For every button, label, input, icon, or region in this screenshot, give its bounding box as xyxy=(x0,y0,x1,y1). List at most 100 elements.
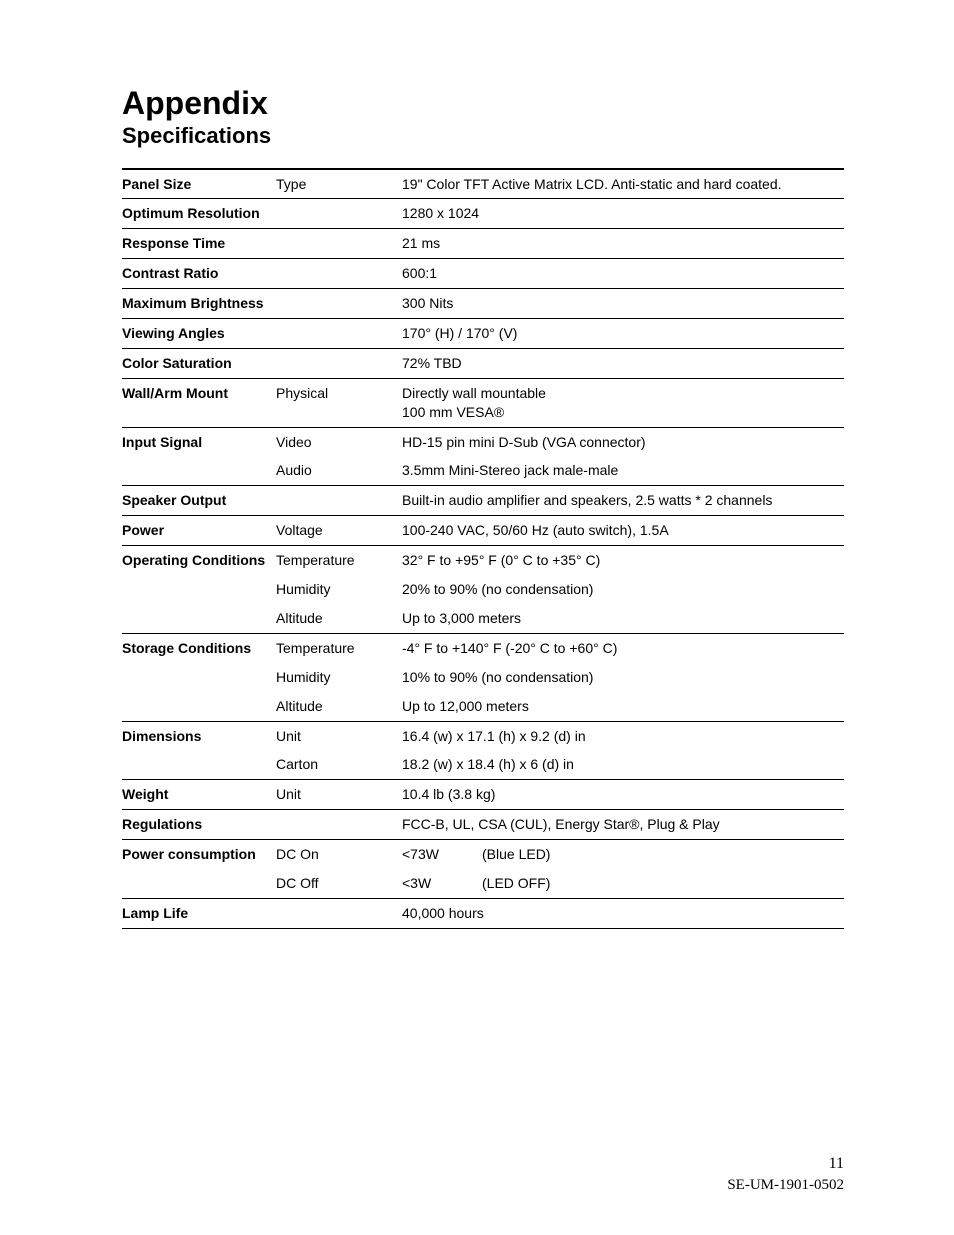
table-row: Humidity20% to 90% (no condensation) xyxy=(122,575,844,604)
spec-sublabel: DC Off xyxy=(276,869,402,898)
spec-label: Maximum Brightness xyxy=(122,289,276,319)
spec-label: Wall/Arm Mount xyxy=(122,378,276,427)
table-row: Wall/Arm MountPhysicalDirectly wall moun… xyxy=(122,378,844,427)
spec-value: Directly wall mountable100 mm VESA® xyxy=(402,378,844,427)
spec-value: <3W(LED OFF) xyxy=(402,869,844,898)
table-row: Audio3.5mm Mini-Stereo jack male-male xyxy=(122,456,844,485)
table-row: AltitudeUp to 3,000 meters xyxy=(122,604,844,633)
spec-value: 21 ms xyxy=(402,229,844,259)
spec-label: Viewing Angles xyxy=(122,319,276,349)
specifications-table: Panel SizeType19" Color TFT Active Matri… xyxy=(122,168,844,929)
table-row: Operating ConditionsTemperature32° F to … xyxy=(122,546,844,575)
spec-value: Built-in audio amplifier and speakers, 2… xyxy=(402,486,844,516)
document-number: SE-UM-1901-0502 xyxy=(727,1175,844,1195)
spec-value-a: <3W xyxy=(402,874,482,893)
spec-label: Power consumption xyxy=(122,840,276,869)
spec-value: 3.5mm Mini-Stereo jack male-male xyxy=(402,456,844,485)
spec-value: 300 Nits xyxy=(402,289,844,319)
spec-value: 600:1 xyxy=(402,259,844,289)
spec-label xyxy=(122,604,276,633)
spec-sublabel: Type xyxy=(276,169,402,199)
spec-sublabel: Humidity xyxy=(276,575,402,604)
spec-value: 19" Color TFT Active Matrix LCD. Anti-st… xyxy=(402,169,844,199)
spec-sublabel: Unit xyxy=(276,780,402,810)
page-footer: 11 SE-UM-1901-0502 xyxy=(727,1153,844,1195)
table-row: Carton18.2 (w) x 18.4 (h) x 6 (d) in xyxy=(122,750,844,779)
spec-label: Storage Conditions xyxy=(122,633,276,662)
spec-label xyxy=(122,692,276,721)
table-row: Contrast Ratio 600:1 xyxy=(122,259,844,289)
spec-value: FCC-B, UL, CSA (CUL), Energy Star®, Plug… xyxy=(402,810,844,840)
spec-label: Dimensions xyxy=(122,721,276,750)
spec-label: Power xyxy=(122,516,276,546)
spec-label xyxy=(122,869,276,898)
spec-value-b: (LED OFF) xyxy=(482,874,550,893)
spec-label xyxy=(122,663,276,692)
spec-label xyxy=(122,456,276,485)
spec-value: -4° F to +140° F (-20° C to +60° C) xyxy=(402,633,844,662)
table-row: Response Time 21 ms xyxy=(122,229,844,259)
spec-value: 170° (H) / 170° (V) xyxy=(402,319,844,349)
spec-value: <73W(Blue LED) xyxy=(402,840,844,869)
spec-sublabel xyxy=(276,199,402,229)
table-row: Panel SizeType19" Color TFT Active Matri… xyxy=(122,169,844,199)
table-row: WeightUnit10.4 lb (3.8 kg) xyxy=(122,780,844,810)
spec-sublabel: Humidity xyxy=(276,663,402,692)
spec-value: 16.4 (w) x 17.1 (h) x 9.2 (d) in xyxy=(402,721,844,750)
page-title: Appendix xyxy=(122,86,844,121)
spec-sublabel xyxy=(276,289,402,319)
page-subtitle: Specifications xyxy=(122,123,844,149)
spec-sublabel: Voltage xyxy=(276,516,402,546)
spec-label xyxy=(122,575,276,604)
page-number: 11 xyxy=(727,1153,844,1175)
table-row: Optimum Resolution 1280 x 1024 xyxy=(122,199,844,229)
table-row: Speaker OutputBuilt-in audio amplifier a… xyxy=(122,486,844,516)
table-row: Color Saturation 72% TBD xyxy=(122,348,844,378)
table-row: DimensionsUnit16.4 (w) x 17.1 (h) x 9.2 … xyxy=(122,721,844,750)
document-page: Appendix Specifications Panel SizeType19… xyxy=(0,0,954,1235)
table-row: Viewing Angles 170° (H) / 170° (V) xyxy=(122,319,844,349)
spec-label: Panel Size xyxy=(122,169,276,199)
spec-sublabel: Physical xyxy=(276,378,402,427)
table-row: Humidity10% to 90% (no condensation) xyxy=(122,663,844,692)
spec-sublabel: Temperature xyxy=(276,546,402,575)
spec-value: 32° F to +95° F (0° C to +35° C) xyxy=(402,546,844,575)
spec-sublabel xyxy=(276,319,402,349)
spec-label: Contrast Ratio xyxy=(122,259,276,289)
spec-sublabel xyxy=(276,898,402,928)
table-row: Maximum Brightness 300 Nits xyxy=(122,289,844,319)
spec-value: 10% to 90% (no condensation) xyxy=(402,663,844,692)
spec-value: 18.2 (w) x 18.4 (h) x 6 (d) in xyxy=(402,750,844,779)
spec-value: Up to 3,000 meters xyxy=(402,604,844,633)
spec-sublabel: Altitude xyxy=(276,604,402,633)
spec-value: 40,000 hours xyxy=(402,898,844,928)
table-row: Storage ConditionsTemperature-4° F to +1… xyxy=(122,633,844,662)
spec-sublabel xyxy=(276,810,402,840)
spec-value-a: <73W xyxy=(402,845,482,864)
table-row: Lamp Life 40,000 hours xyxy=(122,898,844,928)
table-row: Input SignalVideoHD-15 pin mini D-Sub (V… xyxy=(122,427,844,456)
spec-value: 1280 x 1024 xyxy=(402,199,844,229)
spec-label: Optimum Resolution xyxy=(122,199,276,229)
spec-value: 10.4 lb (3.8 kg) xyxy=(402,780,844,810)
table-row: PowerVoltage100-240 VAC, 50/60 Hz (auto … xyxy=(122,516,844,546)
spec-label: Regulations xyxy=(122,810,276,840)
table-row: Power consumptionDC On<73W(Blue LED) xyxy=(122,840,844,869)
spec-sublabel: Video xyxy=(276,427,402,456)
spec-label: Color Saturation xyxy=(122,348,276,378)
spec-value: 72% TBD xyxy=(402,348,844,378)
table-row: DC Off<3W(LED OFF) xyxy=(122,869,844,898)
spec-value: 100-240 VAC, 50/60 Hz (auto switch), 1.5… xyxy=(402,516,844,546)
spec-value: 20% to 90% (no condensation) xyxy=(402,575,844,604)
table-row: AltitudeUp to 12,000 meters xyxy=(122,692,844,721)
spec-sublabel xyxy=(276,348,402,378)
spec-label: Input Signal xyxy=(122,427,276,456)
spec-sublabel xyxy=(276,259,402,289)
spec-sublabel xyxy=(276,229,402,259)
spec-label: Operating Conditions xyxy=(122,546,276,575)
spec-sublabel: DC On xyxy=(276,840,402,869)
spec-label: Lamp Life xyxy=(122,898,276,928)
spec-label: Response Time xyxy=(122,229,276,259)
spec-sublabel: Carton xyxy=(276,750,402,779)
spec-value: HD-15 pin mini D-Sub (VGA connector) xyxy=(402,427,844,456)
